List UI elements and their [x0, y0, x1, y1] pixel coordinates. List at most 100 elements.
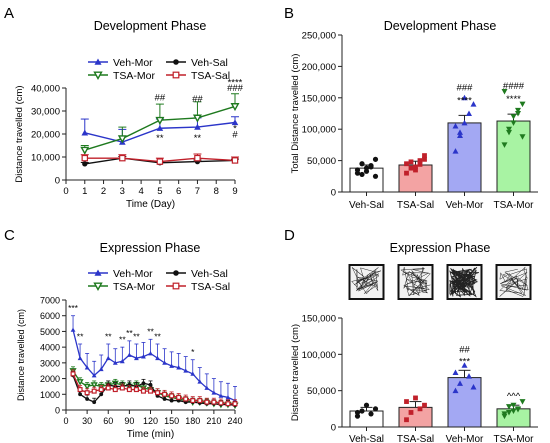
data-point — [413, 167, 418, 173]
data-point — [457, 129, 463, 135]
track-path — [351, 267, 382, 295]
data-point — [169, 363, 175, 368]
data-point — [119, 385, 125, 391]
y-axis-title: Total Distance travelled (cm) — [290, 54, 301, 174]
x-tick-label: 150 — [164, 416, 179, 426]
data-point — [404, 399, 409, 404]
data-point — [404, 170, 409, 176]
data-point — [466, 110, 472, 116]
y-tick-label: 3000 — [40, 358, 60, 368]
data-point — [105, 355, 111, 361]
data-point — [156, 124, 164, 131]
data-point — [176, 365, 182, 370]
data-point — [408, 410, 414, 415]
y-tick-label: 200,000 — [302, 62, 336, 73]
panel-letter-d: D — [284, 227, 295, 244]
data-point — [230, 103, 240, 112]
data-point — [183, 396, 189, 402]
data-point — [404, 161, 409, 167]
data-point — [211, 399, 217, 405]
data-point — [83, 383, 91, 391]
y-tick-label: 0 — [331, 423, 336, 434]
data-point — [413, 164, 418, 170]
x-tick-label: Veh-Sal — [349, 200, 384, 211]
x-tick-label: 8 — [214, 186, 219, 197]
legend-label: Veh-Mor — [113, 57, 153, 69]
significance-label: ### — [457, 82, 474, 93]
data-point — [77, 387, 83, 393]
data-point — [225, 395, 231, 400]
data-point — [461, 362, 468, 368]
significance-label: **** — [506, 94, 521, 105]
data-point — [105, 385, 111, 391]
x-axis-title: Time (min) — [127, 429, 174, 440]
y-tick-label: 150,000 — [302, 314, 336, 325]
bar — [398, 406, 433, 428]
data-point — [194, 154, 201, 162]
x-tick-label: 90 — [124, 416, 134, 426]
data-point — [232, 401, 238, 407]
data-point — [359, 171, 365, 178]
y-tick-label: 6000 — [40, 311, 60, 321]
data-point — [510, 402, 517, 409]
data-point — [359, 408, 365, 414]
significance-label: ** — [194, 133, 202, 144]
bar — [447, 377, 482, 428]
x-tick-label: 4 — [138, 186, 143, 197]
data-point — [91, 388, 97, 394]
significance-label: ** — [105, 331, 112, 341]
data-point — [190, 371, 196, 376]
data-point — [78, 392, 83, 397]
x-tick-label: 5 — [157, 186, 162, 197]
data-point — [169, 398, 174, 403]
legend-marker — [172, 282, 180, 290]
data-point — [190, 398, 196, 404]
data-point — [162, 397, 167, 401]
data-point — [506, 409, 512, 416]
significance-label: ** — [147, 327, 154, 337]
data-point — [211, 390, 217, 395]
significance-label: ** — [126, 328, 133, 338]
x-tick-label: 9 — [232, 186, 237, 197]
data-point — [155, 355, 160, 361]
legend-label: TSA-Sal — [191, 281, 230, 293]
legend-marker — [93, 282, 103, 291]
legend-label: Veh-Mor — [113, 268, 153, 280]
legend-label: Veh-Sal — [191, 57, 228, 69]
data-point — [461, 119, 468, 126]
data-point — [408, 159, 414, 165]
y-tick-label: 100,000 — [302, 125, 336, 136]
data-point — [70, 371, 76, 377]
data-point — [354, 413, 361, 419]
data-point — [84, 390, 90, 396]
x-tick-label: Veh-Sal — [349, 434, 384, 443]
data-point — [197, 398, 203, 404]
track-path — [499, 266, 529, 297]
data-point — [192, 114, 202, 123]
data-point — [119, 358, 125, 364]
data-point — [76, 379, 84, 386]
data-point — [501, 142, 508, 148]
data-point — [126, 387, 132, 393]
data-point — [506, 129, 512, 136]
x-axis-title: Time (Day) — [126, 199, 175, 210]
data-point — [422, 153, 427, 158]
data-point — [133, 387, 139, 393]
data-point — [501, 411, 508, 417]
data-point — [70, 327, 76, 332]
data-point — [515, 407, 521, 413]
data-point — [81, 129, 89, 136]
panel-letter-a: A — [4, 5, 14, 22]
series-line — [72, 370, 236, 406]
y-tick-label: 7000 — [40, 296, 60, 306]
data-point — [354, 409, 361, 416]
data-point — [77, 355, 83, 361]
legend-marker — [94, 269, 102, 276]
data-point — [510, 114, 517, 120]
y-tick-label: 150,000 — [302, 93, 336, 104]
data-point — [506, 404, 512, 410]
data-point — [147, 388, 154, 394]
data-point — [519, 399, 526, 405]
significance-label: ** — [156, 133, 164, 144]
